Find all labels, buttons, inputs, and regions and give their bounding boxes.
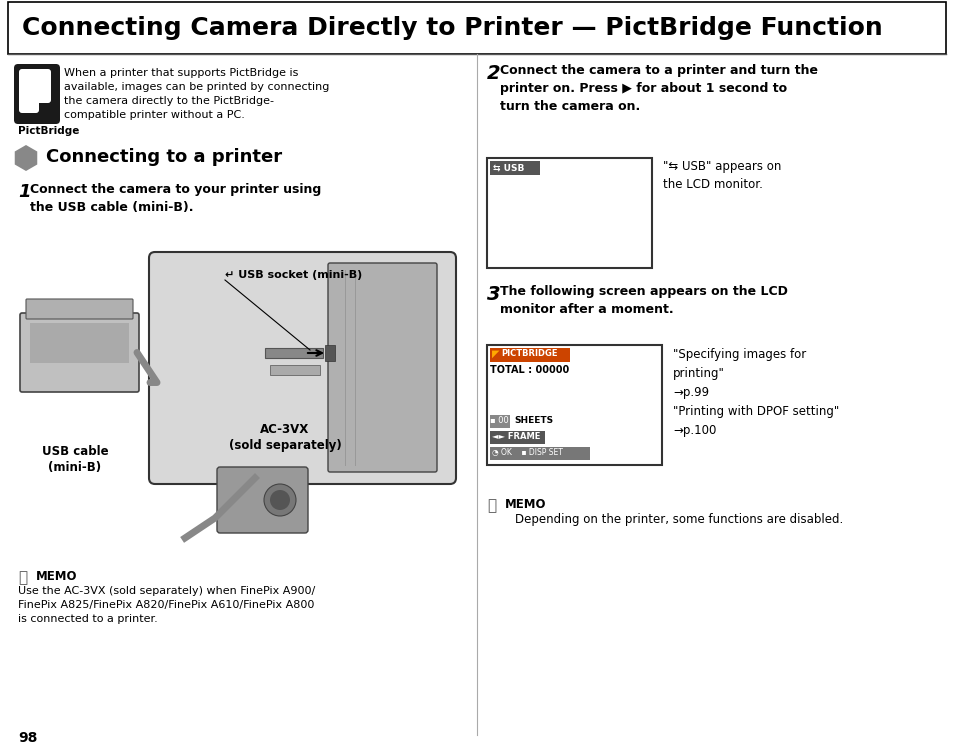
Text: Connecting to a printer: Connecting to a printer xyxy=(46,148,282,166)
FancyBboxPatch shape xyxy=(26,299,132,319)
FancyBboxPatch shape xyxy=(328,263,436,472)
Text: ↵ USB socket (mini-B): ↵ USB socket (mini-B) xyxy=(225,270,362,280)
Bar xyxy=(486,158,651,268)
Text: 1: 1 xyxy=(18,183,30,201)
Polygon shape xyxy=(265,348,323,358)
Text: 2: 2 xyxy=(486,64,500,83)
Text: AC-3VX
(sold separately): AC-3VX (sold separately) xyxy=(229,423,341,452)
Text: 3: 3 xyxy=(486,285,500,304)
Text: SHEETS: SHEETS xyxy=(514,416,553,425)
Text: Use the AC-3VX (sold separately) when FinePix A900/
FinePix A825/FinePix A820/Fi: Use the AC-3VX (sold separately) when Fi… xyxy=(18,586,314,624)
Text: Connecting Camera Directly to Printer — PictBridge Function: Connecting Camera Directly to Printer — … xyxy=(22,16,882,40)
Text: 98: 98 xyxy=(18,731,37,745)
Text: TOTAL : 00000: TOTAL : 00000 xyxy=(490,365,569,375)
Text: 📝: 📝 xyxy=(18,570,27,585)
Text: Connect the camera to a printer and turn the
printer on. Press ▶ for about 1 sec: Connect the camera to a printer and turn… xyxy=(499,64,817,113)
Circle shape xyxy=(264,484,295,516)
Bar xyxy=(8,2,945,54)
Text: ◤: ◤ xyxy=(492,349,499,359)
Text: 📝: 📝 xyxy=(486,498,496,513)
Bar xyxy=(486,345,661,465)
FancyBboxPatch shape xyxy=(19,69,39,113)
Text: Depending on the printer, some functions are disabled.: Depending on the printer, some functions… xyxy=(515,513,842,526)
Text: When a printer that supports PictBridge is
available, images can be printed by c: When a printer that supports PictBridge … xyxy=(64,68,329,120)
Text: The following screen appears on the LCD
monitor after a moment.: The following screen appears on the LCD … xyxy=(499,285,787,316)
FancyBboxPatch shape xyxy=(20,313,139,392)
Text: USB cable
(mini-B): USB cable (mini-B) xyxy=(42,445,109,474)
Text: PictBridge: PictBridge xyxy=(18,126,79,136)
FancyBboxPatch shape xyxy=(490,348,569,362)
Circle shape xyxy=(270,490,290,510)
Text: PICTBRIDGE: PICTBRIDGE xyxy=(500,349,557,358)
Text: ▪ 00: ▪ 00 xyxy=(490,416,508,425)
Bar xyxy=(30,323,129,363)
Polygon shape xyxy=(270,365,319,375)
Text: ◄► FRAME: ◄► FRAME xyxy=(492,432,539,441)
Text: "⇆ USB" appears on
the LCD monitor.: "⇆ USB" appears on the LCD monitor. xyxy=(662,160,781,191)
FancyBboxPatch shape xyxy=(490,415,510,428)
Text: ◔ OK    ▪ DISP SET: ◔ OK ▪ DISP SET xyxy=(492,448,562,457)
Text: ⇆ USB: ⇆ USB xyxy=(493,163,524,172)
FancyBboxPatch shape xyxy=(149,252,456,484)
Text: "Specifying images for
printing"
→p.99
"Printing with DPOF setting"
→p.100: "Specifying images for printing" →p.99 "… xyxy=(672,348,839,437)
FancyBboxPatch shape xyxy=(490,161,539,175)
Text: MEMO: MEMO xyxy=(36,570,77,583)
FancyBboxPatch shape xyxy=(490,431,544,444)
FancyBboxPatch shape xyxy=(216,467,308,533)
Text: Connect the camera to your printer using
the USB cable (mini-B).: Connect the camera to your printer using… xyxy=(30,183,321,214)
Polygon shape xyxy=(14,145,37,171)
Bar xyxy=(32,330,127,336)
Text: MEMO: MEMO xyxy=(504,498,546,511)
FancyBboxPatch shape xyxy=(325,345,335,361)
FancyBboxPatch shape xyxy=(30,69,51,103)
Bar xyxy=(8,2,14,54)
FancyBboxPatch shape xyxy=(490,447,589,460)
FancyBboxPatch shape xyxy=(14,64,60,124)
